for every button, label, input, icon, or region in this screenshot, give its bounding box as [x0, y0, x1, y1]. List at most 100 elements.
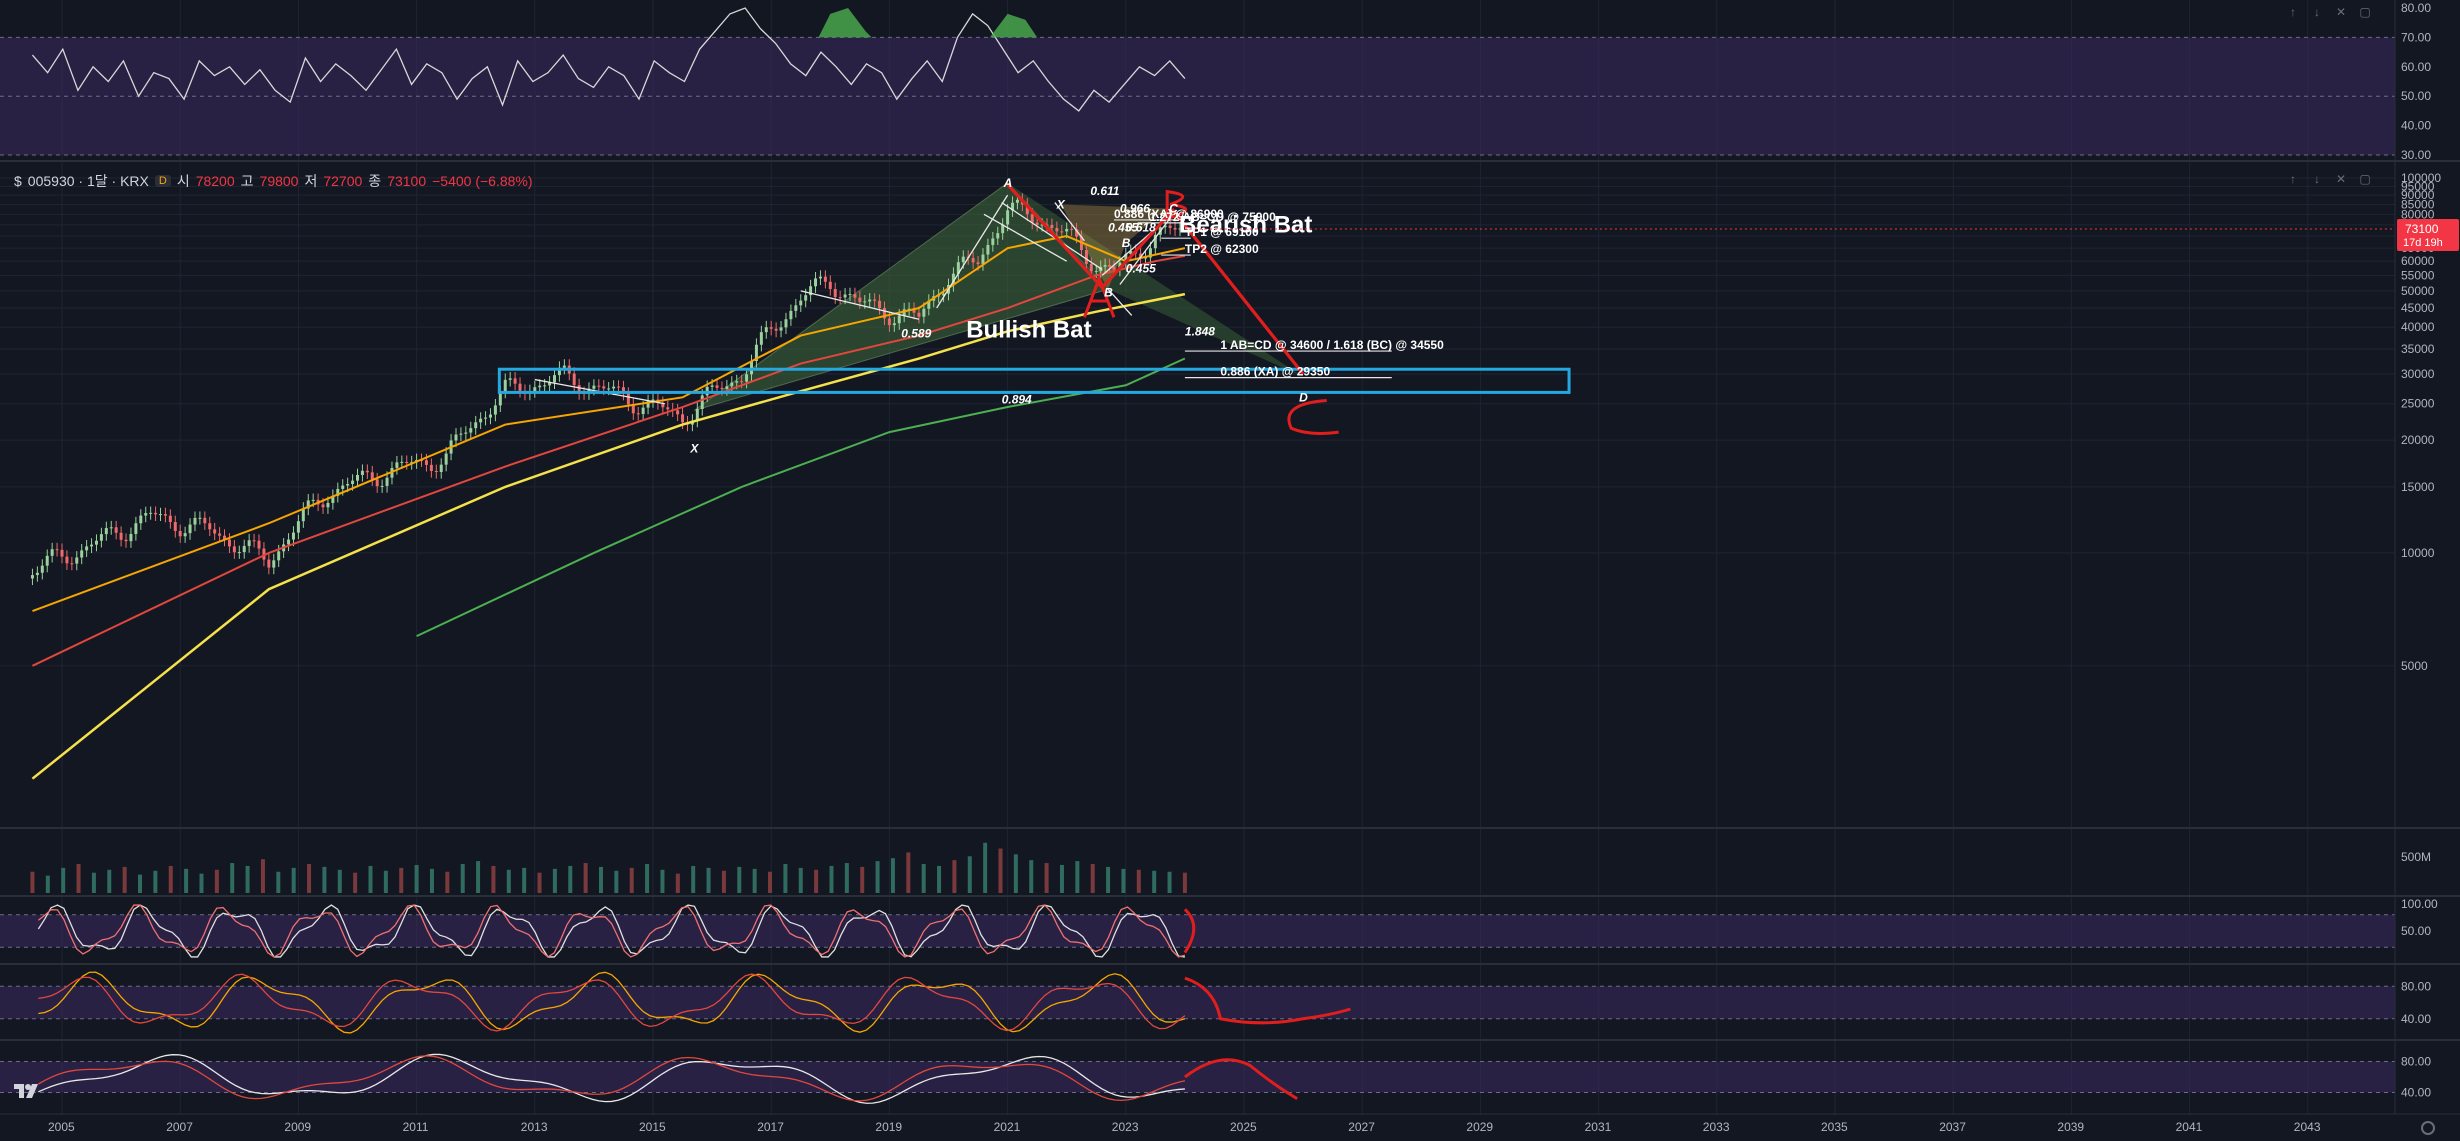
- tradingview-logo[interactable]: [12, 1080, 46, 1102]
- data-type-badge[interactable]: D: [154, 175, 171, 187]
- level-label: 0.886 (XA) @ 29350: [1220, 365, 1330, 379]
- candle-body: [134, 523, 138, 534]
- volume-bar: [322, 866, 327, 893]
- high-label: 고: [240, 173, 254, 189]
- volume-bar: [260, 859, 265, 893]
- level-label: TP2 @ 62300: [1185, 242, 1259, 256]
- candle-body: [848, 294, 852, 296]
- candle-body: [853, 294, 857, 298]
- candle-body: [277, 551, 281, 561]
- volume-bar: [45, 875, 50, 893]
- candle-body: [257, 540, 261, 549]
- year-tick-label: 2039: [2057, 1120, 2084, 1134]
- candle-body: [577, 385, 581, 394]
- candle-body: [1075, 229, 1079, 237]
- close-pane-icon[interactable]: ✕: [2335, 5, 2347, 19]
- candle-body: [1103, 265, 1107, 267]
- candle-body: [1001, 224, 1005, 234]
- candle-body: [1011, 202, 1015, 211]
- candle-body: [237, 552, 241, 554]
- candle-body: [942, 293, 946, 296]
- volume-bar: [199, 873, 204, 893]
- year-tick-label: 2043: [2294, 1120, 2321, 1134]
- candle-body: [385, 477, 389, 486]
- open-value: 78200: [195, 173, 235, 189]
- bar-countdown: 17d 19h: [2403, 237, 2443, 249]
- volume-bar: [921, 864, 926, 893]
- candle-body: [242, 546, 246, 553]
- candle-body: [814, 278, 818, 287]
- candle-body: [45, 555, 49, 566]
- ratio-label: 0.455: [1126, 261, 1156, 275]
- candle-body: [188, 524, 192, 534]
- volume-tick-label: 500M: [2401, 850, 2431, 864]
- volume-bar: [1136, 869, 1141, 893]
- candle-body: [981, 254, 985, 265]
- candle-body: [572, 373, 576, 386]
- candle-body: [493, 405, 497, 415]
- candle-body: [651, 399, 655, 402]
- pattern-point-label: D: [1299, 390, 1308, 404]
- volume-bar: [1182, 872, 1187, 893]
- candle-body: [60, 549, 64, 557]
- candle-body: [971, 258, 975, 263]
- candle-body: [745, 374, 749, 382]
- candle-body: [887, 318, 891, 326]
- maximize-pane-icon[interactable]: ▢: [2359, 172, 2371, 186]
- candle-body: [548, 382, 552, 386]
- low-value: 72700: [323, 173, 363, 189]
- volume-bar: [184, 868, 189, 893]
- stoch-rsi-2-band: [0, 986, 2395, 1019]
- candle-body: [326, 502, 330, 508]
- candle-body: [621, 387, 625, 394]
- candle-body: [922, 308, 926, 317]
- move-up-icon[interactable]: ↑: [2290, 5, 2296, 19]
- candle-body: [927, 300, 931, 309]
- candle-body: [232, 546, 236, 553]
- candle-body: [612, 386, 616, 389]
- candle-body: [70, 563, 74, 565]
- close-pane-icon[interactable]: ✕: [2335, 172, 2347, 186]
- price-tick-label: 45000: [2401, 301, 2435, 315]
- candle-body: [666, 407, 670, 410]
- year-tick-label: 2023: [1112, 1120, 1139, 1134]
- candle-body: [1112, 266, 1116, 270]
- macd-like-tick-label: 40.00: [2401, 1086, 2431, 1100]
- maximize-pane-icon[interactable]: ▢: [2359, 5, 2371, 19]
- volume-bar: [1059, 864, 1064, 893]
- candle-body: [503, 379, 507, 392]
- candle-body: [267, 559, 271, 568]
- level-label: TP1 @ 69100: [1185, 225, 1259, 239]
- candle-body: [676, 410, 680, 415]
- candle-body: [976, 262, 980, 265]
- volume-bar: [583, 863, 588, 893]
- price-tick-label: 80000: [2401, 207, 2435, 221]
- candle-body: [784, 319, 788, 328]
- candle-body: [227, 539, 231, 547]
- move-down-icon[interactable]: ↓: [2314, 5, 2320, 19]
- candle-body: [331, 495, 335, 503]
- move-down-icon[interactable]: ↓: [2314, 172, 2320, 186]
- candle-body: [287, 539, 291, 545]
- overbought-fill: [818, 8, 872, 38]
- year-tick-label: 2017: [757, 1120, 784, 1134]
- candle-body: [336, 488, 340, 496]
- price-tick-label: 15000: [2401, 480, 2435, 494]
- candle-body: [631, 404, 635, 414]
- volume-bar: [1106, 866, 1111, 893]
- settings-gear-icon[interactable]: [2421, 1121, 2435, 1135]
- volume-bar: [737, 866, 742, 893]
- stoch-rsi-2-line: [38, 971, 1186, 1034]
- volume-bar: [214, 869, 219, 893]
- candle-body: [961, 256, 965, 263]
- candle-body: [498, 391, 502, 406]
- macd-like-line: [38, 1053, 1185, 1104]
- move-up-icon[interactable]: ↑: [2290, 172, 2296, 186]
- price-tick-label: 10000: [2401, 546, 2435, 560]
- symbol-title[interactable]: 005930 · 1달 · KRX: [27, 173, 149, 189]
- candle-body: [1168, 225, 1172, 228]
- pattern-point-label: B: [1104, 286, 1113, 300]
- pattern-label: Bearish Bat: [1179, 212, 1312, 239]
- volume-bar: [967, 856, 972, 893]
